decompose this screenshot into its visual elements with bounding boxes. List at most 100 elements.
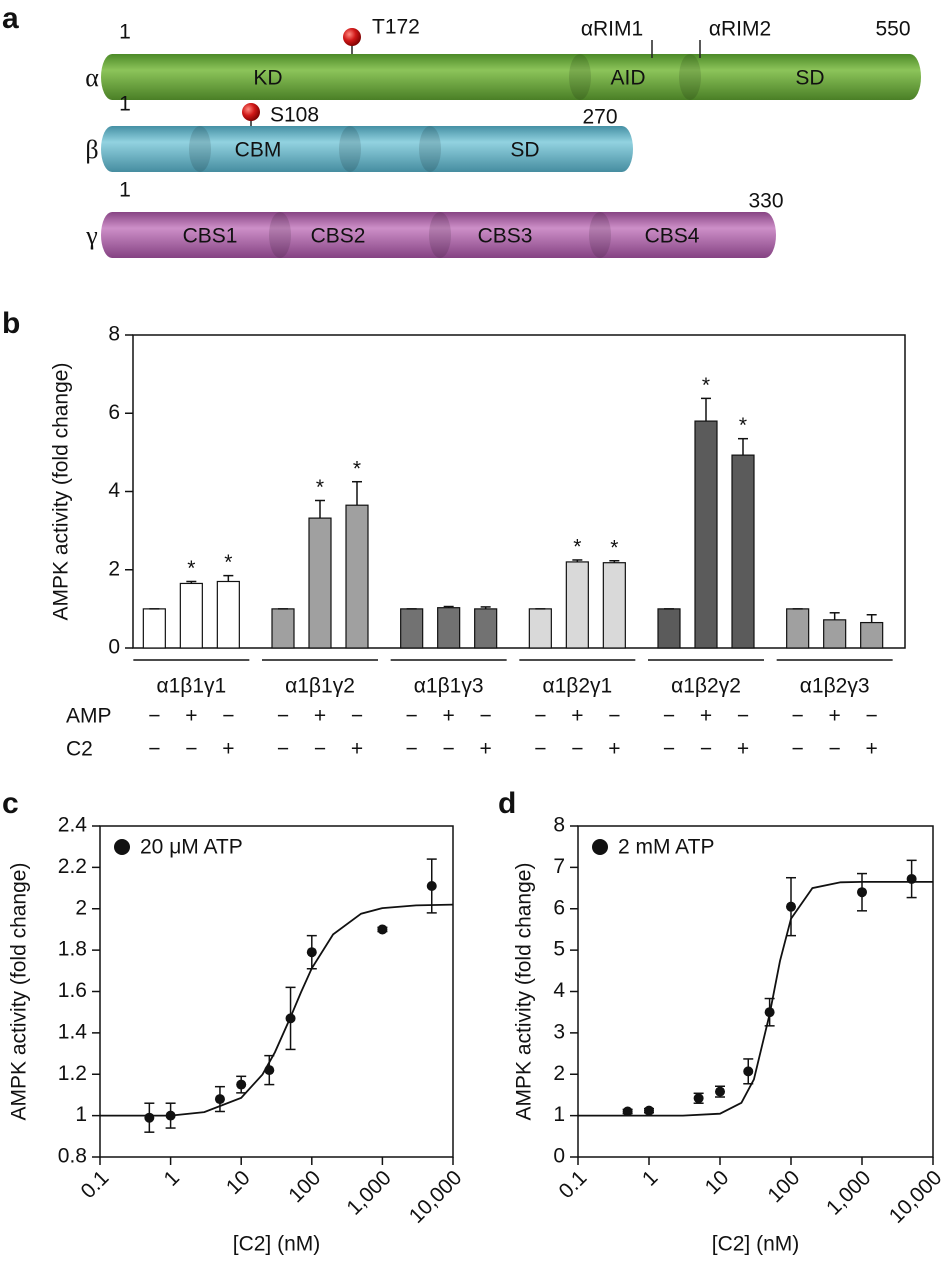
cylinder-segment (430, 126, 622, 172)
y-tick-label: 2.2 (58, 855, 87, 878)
y-tick-label: 7 (553, 855, 565, 878)
condition-sign: + (443, 705, 455, 728)
y-tick-label: 1 (75, 1103, 87, 1126)
x-tick-label: 1 (160, 1166, 185, 1191)
condition-sign: + (608, 738, 620, 761)
y-tick-label: 6 (553, 896, 565, 919)
bar (216, 580, 240, 649)
condition-sign: − (148, 705, 160, 728)
fit-curve (578, 881, 933, 1117)
condition-sign: − (737, 705, 749, 728)
condition-sign: − (534, 738, 546, 761)
data-point (144, 1112, 155, 1123)
group-label: α1β1γ1 (156, 675, 226, 698)
domain-label: CBS2 (311, 225, 366, 248)
x-tick-label: 1,000 (342, 1166, 395, 1219)
bar (437, 607, 461, 649)
bar (823, 619, 847, 649)
bar (602, 562, 626, 649)
data-point (743, 1066, 754, 1077)
y-tick-label: 4 (108, 479, 120, 502)
significance-star: * (187, 557, 195, 580)
condition-sign: − (480, 705, 492, 728)
y-tick-label: 2 (553, 1062, 565, 1085)
y-tick-label: 8 (108, 323, 120, 346)
cylinder-segment (112, 126, 200, 172)
data-point (715, 1086, 725, 1097)
bar (142, 608, 166, 649)
residue-start: 1 (119, 93, 131, 116)
residue-end: 550 (875, 18, 910, 41)
site-label: S108 (270, 104, 319, 127)
bar (860, 621, 884, 649)
cylinder-segment (200, 126, 350, 172)
group-label: α1β2γ2 (671, 675, 741, 698)
condition-sign: − (314, 738, 326, 761)
bar (400, 608, 424, 649)
segment-edge (269, 212, 291, 258)
segment-edge (189, 126, 211, 172)
condition-sign: + (351, 738, 363, 761)
data-point (644, 1105, 654, 1116)
x-tick-label: 1 (638, 1166, 663, 1191)
condition-sign: − (663, 705, 675, 728)
data-point (693, 1093, 704, 1104)
data-point (426, 880, 437, 891)
bar (179, 582, 203, 649)
data-point (236, 1079, 247, 1090)
legend-marker (114, 839, 130, 855)
panel-label: d (498, 787, 516, 820)
data-point (622, 1106, 633, 1117)
domain-label: CBS1 (183, 225, 238, 248)
protein-name: β (85, 135, 98, 164)
segment-edge (589, 212, 611, 258)
data-point (764, 1007, 775, 1018)
x-axis-label: [C2] (nM) (712, 1233, 800, 1256)
group-label: α1β1γ3 (414, 675, 484, 698)
data-point (377, 924, 388, 935)
condition-sign: − (663, 738, 675, 761)
domain-label: KD (253, 67, 282, 90)
segment-edge (679, 54, 701, 100)
y-tick-label: 2 (108, 557, 120, 580)
condition-sign: − (443, 738, 455, 761)
condition-sign: − (571, 738, 583, 761)
condition-sign: − (351, 705, 363, 728)
plot-frame (577, 825, 934, 1158)
segment-edge (569, 54, 591, 100)
site-label: T172 (372, 16, 420, 39)
condition-sign: + (829, 705, 841, 728)
bar (308, 517, 332, 649)
residue-start: 1 (119, 21, 131, 44)
segment-edge (419, 126, 441, 172)
condition-sign: − (185, 738, 197, 761)
condition-sign: − (829, 738, 841, 761)
y-tick-label: 4 (553, 979, 565, 1002)
residue-start: 1 (119, 179, 131, 202)
residue-end: 330 (748, 190, 783, 213)
condition-sign: + (185, 705, 197, 728)
y-tick-label: 6 (108, 401, 120, 424)
significance-star: * (573, 536, 581, 559)
panel-label: a (2, 2, 19, 35)
cylinder-segment (690, 54, 910, 100)
cylinder-cap (754, 212, 776, 258)
condition-sign: − (608, 705, 620, 728)
bar (474, 608, 498, 649)
data-point (214, 1094, 225, 1105)
domain-label: SD (510, 139, 539, 162)
y-tick-label: 5 (553, 938, 565, 961)
cylinder-cap (899, 54, 921, 100)
legend-marker (592, 839, 608, 855)
y-axis-label: AMPK activity (fold change) (8, 863, 31, 1121)
bar (345, 504, 369, 649)
y-tick-label: 1 (553, 1103, 565, 1126)
motif-label: αRIM2 (709, 18, 771, 41)
x-tick-label: 10 (222, 1166, 255, 1199)
cylinder-segment (600, 212, 765, 258)
condition-sign: + (480, 738, 492, 761)
condition-sign: − (700, 738, 712, 761)
condition-sign: − (148, 738, 160, 761)
